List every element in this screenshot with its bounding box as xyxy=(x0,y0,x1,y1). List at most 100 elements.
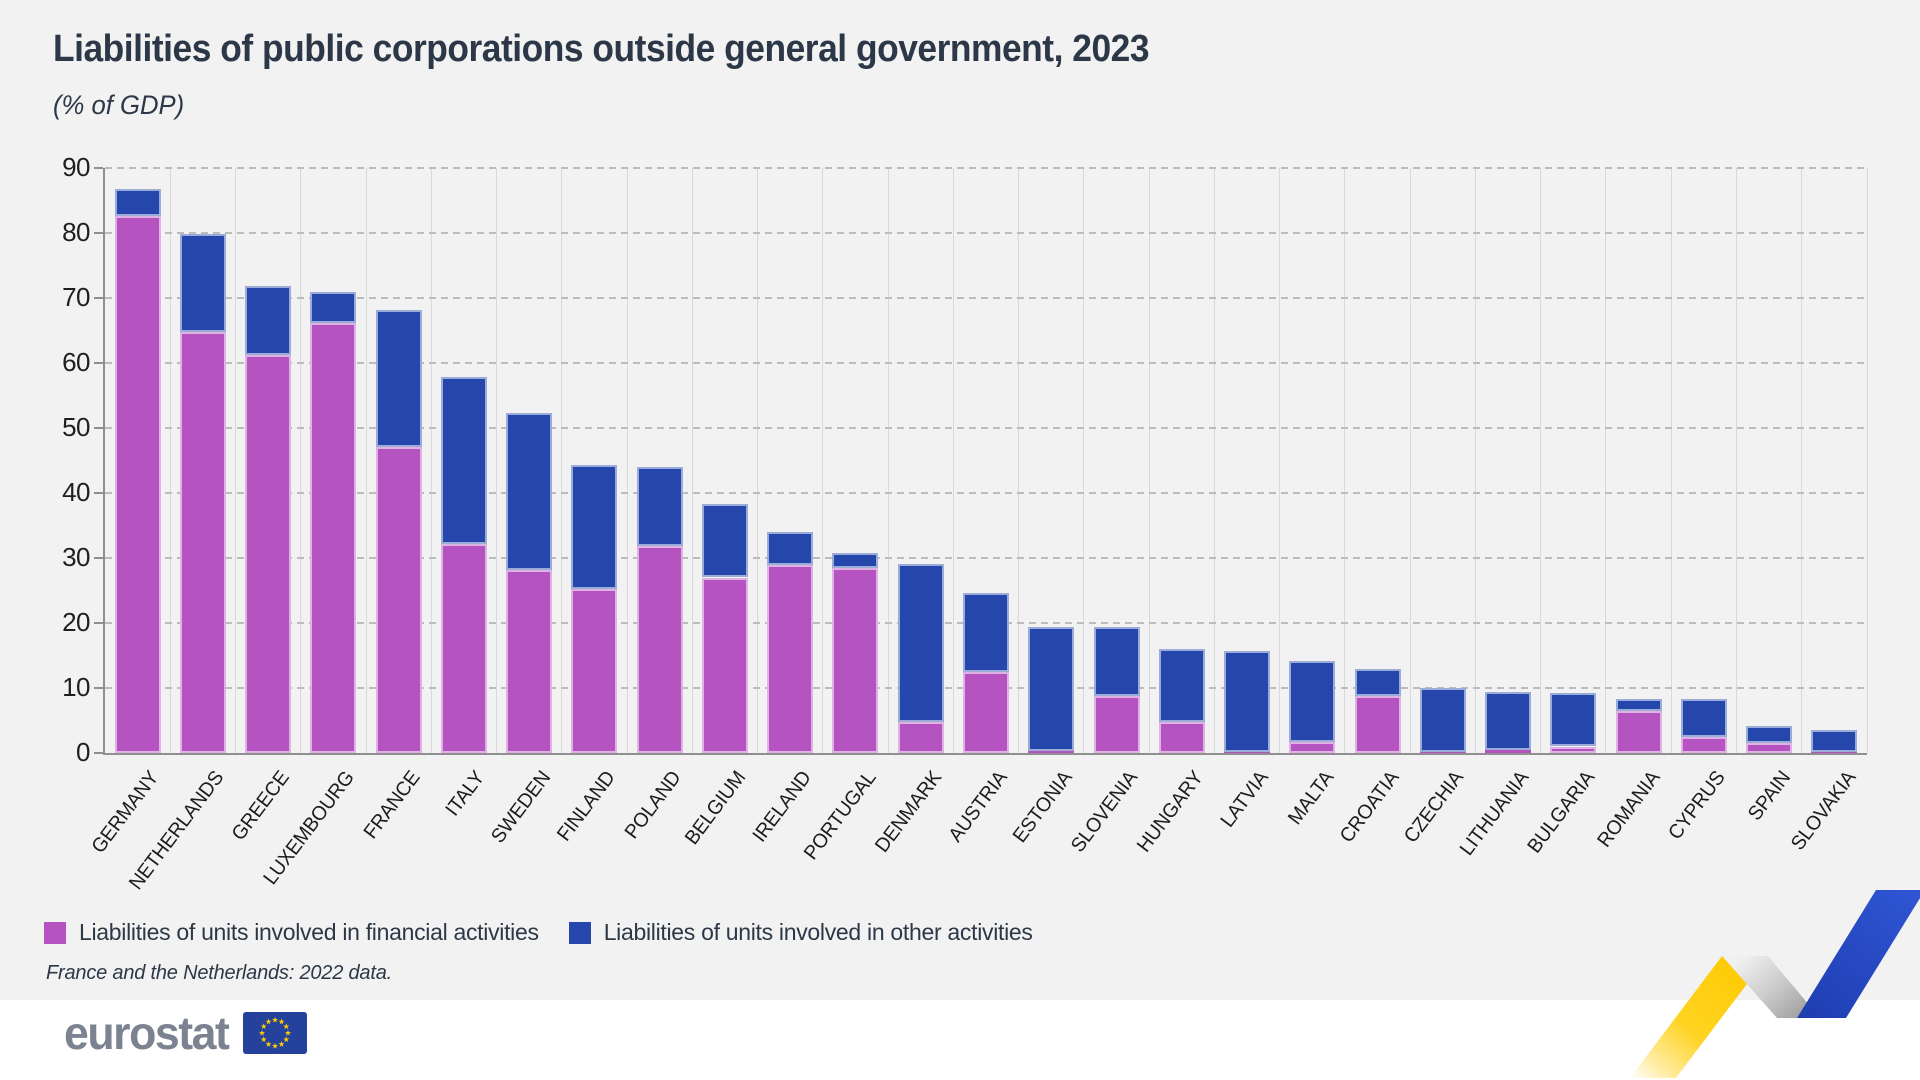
bar-segment-other xyxy=(701,504,748,578)
legend-item-other: Liabilities of units involved in other a… xyxy=(568,919,1033,946)
bar-segment-financial xyxy=(310,323,357,753)
vertical-gridline xyxy=(1735,168,1737,753)
bar-segment-other xyxy=(636,467,683,547)
x-axis-label: FINLAND xyxy=(553,767,621,846)
vertical-gridline xyxy=(1866,168,1868,753)
vertical-gridline xyxy=(952,168,954,753)
y-axis-label: 0 xyxy=(76,737,90,767)
x-axis-label: AUSTRIA xyxy=(944,767,1012,847)
y-axis-label: 20 xyxy=(62,607,90,637)
x-axis-label: ESTONIA xyxy=(1009,767,1077,847)
vertical-gridline xyxy=(561,168,563,753)
chart-subtitle: (% of GDP) xyxy=(53,90,185,120)
bar-segment-financial xyxy=(767,565,814,753)
x-axis-label: DENMARK xyxy=(871,767,947,857)
bar-segment-financial xyxy=(245,354,292,753)
legend-swatch-financial xyxy=(44,921,66,944)
bar-segment-financial xyxy=(1224,751,1271,753)
y-axis-tick xyxy=(94,427,103,429)
vertical-gridline xyxy=(300,168,302,753)
bar-segment-financial xyxy=(1093,695,1140,753)
horizontal-gridline xyxy=(105,297,1867,299)
x-axis-label: CROATIA xyxy=(1335,767,1404,847)
vertical-gridline xyxy=(1213,168,1215,753)
y-axis-tick xyxy=(94,492,103,494)
x-axis-label: FRANCE xyxy=(359,767,425,844)
x-axis-label: MALTA xyxy=(1283,767,1338,829)
vertical-gridline xyxy=(1018,168,1020,753)
x-axis-label: POLAND xyxy=(620,767,686,844)
y-axis-label: 40 xyxy=(62,477,90,507)
x-axis-label: SWEDEN xyxy=(486,767,555,848)
footer-band xyxy=(0,1000,1920,1080)
vertical-gridline xyxy=(691,168,693,753)
bar-segment-other xyxy=(1680,699,1727,738)
bar-segment-other xyxy=(1811,729,1858,753)
bar-segment-other xyxy=(832,553,879,569)
bar-segment-financial xyxy=(1289,741,1336,753)
bar-segment-financial xyxy=(1811,752,1858,753)
x-axis-label: SPAIN xyxy=(1743,767,1795,825)
horizontal-gridline xyxy=(105,232,1867,234)
vertical-gridline xyxy=(1344,168,1346,753)
x-axis-label: SLOVAKIA xyxy=(1786,767,1860,855)
y-axis-tick xyxy=(94,752,103,754)
bar-segment-other xyxy=(440,377,487,544)
bar-segment-other xyxy=(506,413,553,571)
bar-segment-financial xyxy=(1419,751,1466,753)
x-axis-label: HUNGARY xyxy=(1132,767,1208,857)
eu-flag-icon xyxy=(243,1012,308,1054)
bar-segment-other xyxy=(1354,668,1401,697)
y-axis-label: 60 xyxy=(62,347,90,377)
bar-segment-other xyxy=(114,188,161,217)
chart-title: Liabilities of public corporations outsi… xyxy=(53,28,1150,70)
bar-segment-other xyxy=(179,233,226,332)
y-axis-tick xyxy=(94,622,103,624)
bar-segment-financial xyxy=(963,672,1009,753)
bar-segment-other xyxy=(1093,626,1140,696)
vertical-gridline xyxy=(1540,168,1542,753)
plot-area xyxy=(94,167,1868,755)
x-axis-label: BELGIUM xyxy=(681,767,751,849)
bar-segment-financial xyxy=(1615,711,1662,753)
horizontal-gridline xyxy=(105,167,1867,169)
bar-segment-financial xyxy=(1354,696,1401,753)
vertical-gridline xyxy=(887,168,889,753)
bar-segment-other xyxy=(897,563,944,723)
bar-segment-other xyxy=(1158,649,1205,722)
x-axis-label: BULGARIA xyxy=(1523,767,1599,858)
y-axis-tick xyxy=(94,362,103,364)
bar-segment-financial xyxy=(897,722,944,753)
y-axis-label: 50 xyxy=(62,412,90,442)
vertical-gridline xyxy=(430,168,432,753)
bar-segment-financial xyxy=(636,546,683,753)
bar-segment-financial xyxy=(1158,721,1205,753)
bar-segment-other xyxy=(1485,691,1532,751)
x-axis-label: IRELAND xyxy=(748,767,816,847)
y-axis-tick xyxy=(94,557,103,559)
bar-segment-financial xyxy=(506,570,553,753)
bar-segment-financial xyxy=(701,577,748,753)
bar-segment-financial xyxy=(1028,751,1075,753)
bar-segment-other xyxy=(767,532,814,566)
x-axis-label: GREECE xyxy=(227,767,294,845)
y-axis-label: 90 xyxy=(62,152,90,182)
bar-segment-other xyxy=(310,291,357,324)
bar-segment-financial xyxy=(375,446,422,753)
bar-segment-financial xyxy=(440,543,487,753)
y-axis-label: 70 xyxy=(62,282,90,312)
vertical-gridline xyxy=(365,168,367,753)
vertical-gridline xyxy=(822,168,824,753)
bar-segment-financial xyxy=(114,216,161,753)
x-axis-label: SLOVENIA xyxy=(1067,767,1143,857)
eurostat-wordmark: eurostat xyxy=(64,1007,230,1059)
x-axis-line xyxy=(103,753,1867,755)
y-axis-tick xyxy=(94,232,103,234)
chart-legend: Liabilities of units involved in financi… xyxy=(44,919,1033,946)
bar-segment-other xyxy=(1224,650,1271,752)
vertical-gridline xyxy=(235,168,237,753)
bar-segment-financial xyxy=(1680,737,1727,753)
bar-segment-other xyxy=(1289,660,1336,742)
y-axis-label: 80 xyxy=(62,217,90,247)
y-axis-line xyxy=(103,168,105,755)
